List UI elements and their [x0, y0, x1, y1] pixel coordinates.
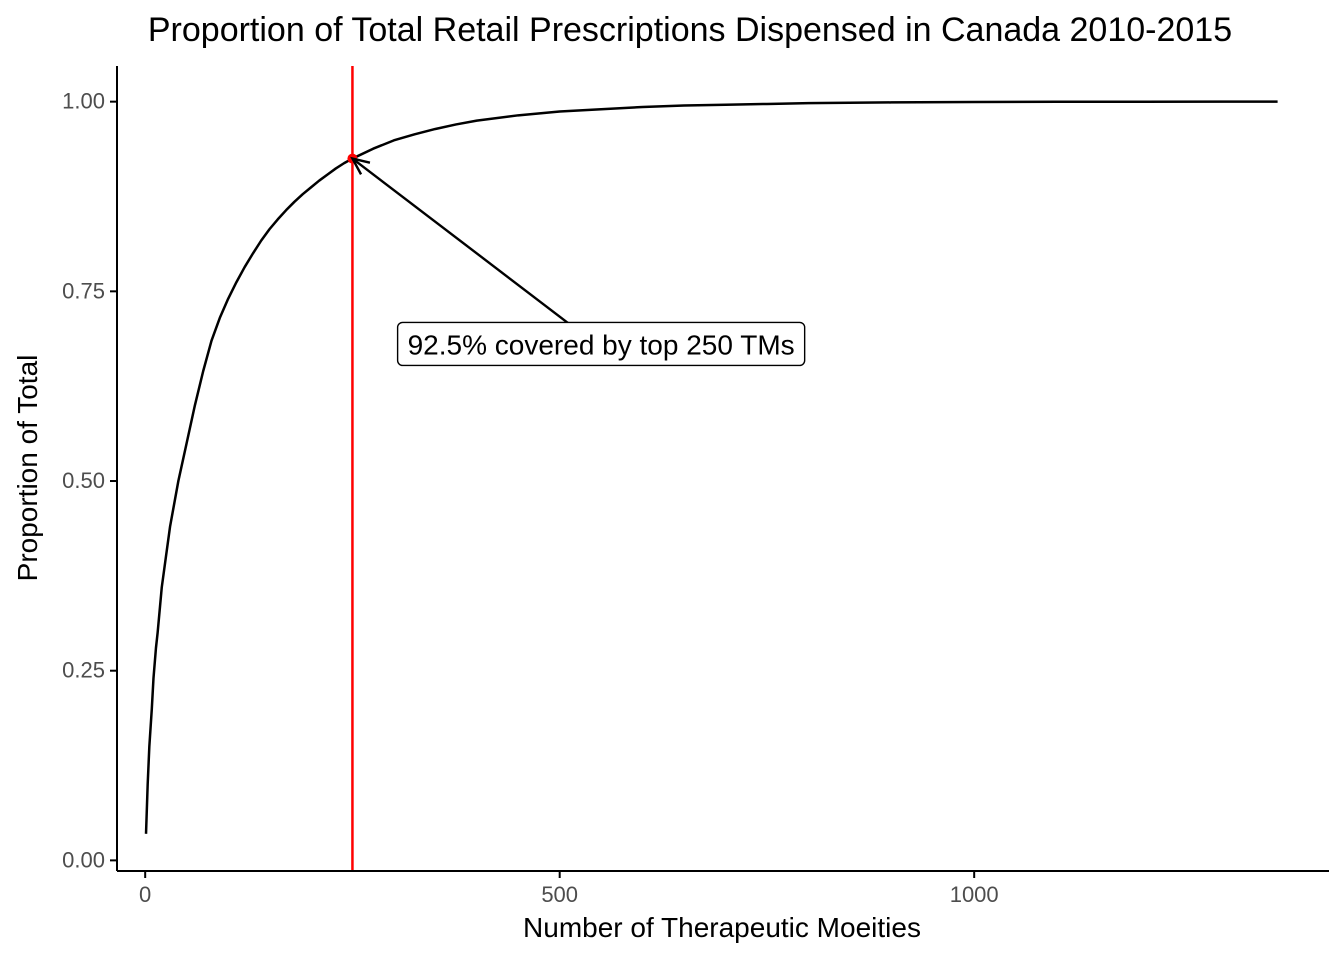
y-axis-title: Proportion of Total: [12, 355, 43, 582]
annotation-arrow: [351, 157, 577, 331]
x-tick-label: 500: [541, 882, 578, 907]
y-tick-label: 0.50: [62, 468, 105, 493]
x-axis-title: Number of Therapeutic Moeities: [523, 912, 921, 943]
x-ticks: 0 500 1000: [139, 871, 999, 907]
y-tick-label: 0.25: [62, 658, 105, 683]
plot-area: [144, 66, 1278, 871]
series-line-0: [144, 100, 1278, 834]
chart-title: Proportion of Total Retail Prescriptions…: [148, 11, 1232, 49]
y-tick-label: 0.00: [62, 847, 105, 872]
x-tick-label: 0: [139, 882, 151, 907]
annotation-box: [396, 321, 806, 367]
y-tick-label: 1.00: [62, 89, 105, 114]
annotation-arrowhead: [350, 156, 371, 175]
y-tick-label: 0.75: [62, 278, 105, 303]
y-ticks: 0.00 0.25 0.50 0.75 1.00: [62, 89, 117, 872]
x-tick-label: 1000: [950, 882, 999, 907]
annotation: 92.5% covered by top 250 TMs: [350, 156, 806, 367]
annotation-label: 92.5% covered by top 250 TMs: [408, 329, 795, 360]
